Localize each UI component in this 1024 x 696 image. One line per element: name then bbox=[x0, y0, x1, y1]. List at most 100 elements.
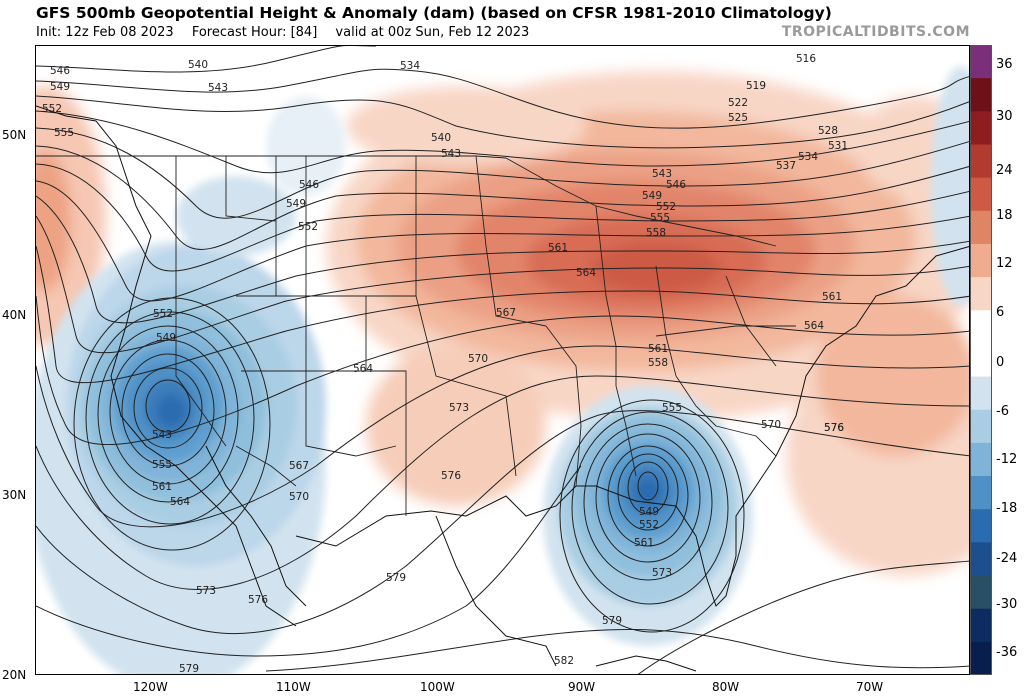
contour-label: 564 bbox=[170, 496, 190, 508]
positive-anomaly-shading bbox=[36, 71, 969, 576]
colorbar-border bbox=[970, 45, 992, 675]
contour-label: 552 bbox=[639, 519, 659, 531]
contour-label: 546 bbox=[299, 179, 319, 191]
contour-label: 528 bbox=[818, 125, 838, 137]
contour-label: 549 bbox=[286, 198, 306, 210]
contour-label: 522 bbox=[728, 97, 748, 109]
colorbar-segment bbox=[970, 111, 992, 145]
contour-label: 543 bbox=[652, 168, 672, 180]
colorbar-label: -30 bbox=[996, 597, 1018, 612]
contour-label: 570 bbox=[761, 419, 781, 431]
coastlines bbox=[36, 105, 969, 672]
colorbar-segment bbox=[970, 177, 992, 212]
colorbar-label: 24 bbox=[996, 163, 1013, 178]
colorbar-segment bbox=[970, 277, 992, 311]
map-panel: 546 549 552 555 540 543 534 516 519 522 … bbox=[35, 45, 970, 675]
contour-label: 567 bbox=[496, 307, 516, 319]
colorbar-segment bbox=[970, 641, 992, 675]
contour-label: 573 bbox=[196, 585, 216, 597]
contour-label: 561 bbox=[648, 343, 668, 355]
contour-label: 537 bbox=[776, 160, 796, 172]
contour-label: 543 bbox=[441, 148, 461, 160]
lon-label-90w: 90W bbox=[568, 680, 596, 694]
contour-label: 576 bbox=[441, 470, 461, 482]
forecast-hour: Forecast Hour: [84] bbox=[191, 25, 318, 40]
lon-label-110w: 110W bbox=[276, 680, 311, 694]
contour-label: 555 bbox=[54, 127, 74, 139]
colorbar-segment bbox=[970, 243, 992, 278]
contour-label: 549 bbox=[642, 190, 662, 202]
contour-label: 561 bbox=[822, 291, 842, 303]
contour-label: 546 bbox=[50, 65, 70, 77]
colorbar-label: -6 bbox=[996, 404, 1009, 419]
contour-label: 576 bbox=[248, 594, 268, 606]
lon-label-100w: 100W bbox=[420, 680, 455, 694]
valid-time: valid at 00z Sun, Feb 12 2023 bbox=[335, 25, 530, 40]
contour-label: 564 bbox=[804, 320, 824, 332]
map-subtitle: Init: 12z Feb 08 2023 Forecast Hour: [84… bbox=[36, 25, 543, 40]
contour-label: 519 bbox=[746, 80, 766, 92]
colorbar-segment bbox=[970, 144, 992, 179]
colorbar-segment bbox=[970, 608, 992, 643]
negative-anomaly-shading bbox=[36, 66, 969, 674]
contour-label: 531 bbox=[828, 140, 848, 152]
contour-label: 552 bbox=[656, 201, 676, 213]
contour-label: 552 bbox=[298, 221, 318, 233]
colorbar-segment bbox=[970, 542, 992, 577]
contour-label: 549 bbox=[50, 81, 70, 93]
contour-label: 540 bbox=[431, 132, 451, 144]
contour-label: 561 bbox=[548, 242, 568, 254]
contour-label: 576 bbox=[824, 422, 844, 434]
colorbar-label: -36 bbox=[996, 645, 1018, 660]
height-contours bbox=[36, 46, 969, 674]
contour-label: 558 bbox=[648, 357, 668, 369]
colorbar-label: -24 bbox=[996, 551, 1018, 566]
contour-label: 534 bbox=[798, 151, 818, 163]
contour-label: 564 bbox=[576, 267, 596, 279]
contour-label: 534 bbox=[400, 60, 420, 72]
contour-label: 561 bbox=[634, 537, 654, 549]
contour-label: 579 bbox=[386, 572, 406, 584]
contour-label: 525 bbox=[728, 112, 748, 124]
contour-label: 546 bbox=[666, 179, 686, 191]
colorbar-segment bbox=[970, 442, 992, 477]
contour-label: 582 bbox=[554, 655, 574, 667]
colorbar-label: 0 bbox=[996, 355, 1005, 370]
contour-label: 573 bbox=[449, 402, 469, 414]
contour-label: 555 bbox=[650, 212, 670, 224]
colorbar-segment bbox=[970, 45, 992, 79]
lat-label-20n: 20N bbox=[2, 668, 27, 682]
contour-label: 561 bbox=[152, 481, 172, 493]
contour-label: 552 bbox=[42, 103, 62, 115]
contour-label: 567 bbox=[289, 460, 309, 472]
lat-label-30n: 30N bbox=[2, 488, 27, 502]
contour-label: 576 bbox=[824, 422, 844, 434]
contour-label: 555 bbox=[152, 459, 172, 471]
contour-label: 579 bbox=[179, 663, 199, 675]
anomaly-colorbar bbox=[970, 45, 992, 675]
colorbar-segment bbox=[970, 409, 992, 444]
contour-labels: 546 549 552 555 540 543 534 516 519 522 … bbox=[42, 53, 848, 675]
colorbar-segment bbox=[970, 575, 992, 610]
contour-label: 564 bbox=[353, 363, 373, 375]
colorbar-label: -18 bbox=[996, 501, 1018, 516]
colorbar-segment bbox=[970, 509, 992, 543]
colorbar-segment bbox=[970, 210, 992, 245]
contour-label: 570 bbox=[289, 491, 309, 503]
colorbar-segment bbox=[970, 78, 992, 112]
colorbar-label: 18 bbox=[996, 208, 1013, 223]
contour-label: 570 bbox=[468, 353, 488, 365]
contour-label: 579 bbox=[602, 615, 622, 627]
contour-label: 552 bbox=[153, 308, 173, 320]
contour-label: 540 bbox=[188, 59, 208, 71]
lat-label-50n: 50N bbox=[2, 128, 27, 142]
colorbar-segment bbox=[970, 310, 992, 344]
political-borders bbox=[36, 155, 796, 516]
lon-label-70w: 70W bbox=[856, 680, 884, 694]
colorbar-label: 12 bbox=[996, 256, 1013, 271]
colorbar-label: 30 bbox=[996, 109, 1013, 124]
contour-label: 549 bbox=[156, 332, 176, 344]
contour-label: 543 bbox=[152, 429, 172, 441]
map-svg: 546 549 552 555 540 543 534 516 519 522 … bbox=[36, 46, 969, 675]
contour-label: 555 bbox=[662, 402, 682, 414]
